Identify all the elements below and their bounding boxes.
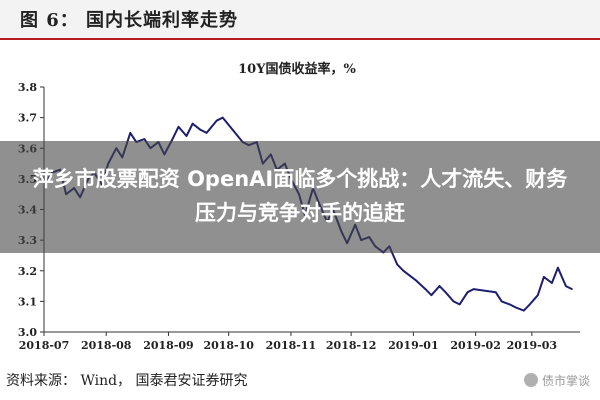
data-point (430, 294, 433, 296)
watermark-text: 债市掌谈 (541, 374, 590, 388)
data-point (171, 138, 174, 140)
data-point (466, 291, 469, 293)
x-tick-label: 2019-02 (450, 339, 501, 352)
x-tick-label: 2018-10 (203, 339, 254, 352)
data-point (523, 309, 525, 312)
data-point (191, 122, 194, 125)
figure-header: 图 6： 国内长端利率走势 (0, 0, 600, 40)
x-tick-label: 2018-08 (81, 339, 132, 352)
figure-title: 图 6： 国内长端利率走势 (20, 10, 239, 31)
data-point (543, 276, 545, 278)
data-point (571, 288, 573, 290)
data-point (444, 291, 447, 293)
data-point (185, 135, 188, 137)
data-point (551, 282, 553, 284)
data-point (177, 126, 180, 128)
x-tick-label: 2018-09 (143, 339, 194, 352)
source-note: 资料来源： Wind， 国泰君安证券研究 (6, 373, 248, 389)
x-tick-label: 2019-01 (388, 339, 439, 352)
headline-text: 萍乡市股票配资 OpenAI面临多个挑战：人才流失、财务压力与竞争对手的追赶 (32, 167, 568, 225)
data-point (565, 285, 567, 287)
data-point (396, 263, 399, 266)
data-point (529, 303, 531, 306)
y-tick-label: 3.1 (18, 295, 37, 308)
x-axis: 2018-07 2018-08 2018-09 2018-10 2018-11 2018-… (19, 332, 557, 352)
chart-title: 10Y国债收益率，% (238, 61, 356, 77)
y-tick-label: 3.8 (18, 81, 37, 94)
data-point (438, 285, 441, 287)
x-tick-label: 2018-07 (19, 339, 70, 352)
data-point (515, 306, 517, 309)
y-tick-label: 3.0 (18, 326, 37, 339)
data-point (221, 116, 224, 119)
data-point (143, 138, 146, 140)
data-point (414, 279, 417, 281)
y-tick-label: 3.2 (18, 265, 37, 278)
x-tick-label: 2018-12 (326, 339, 377, 352)
watermark-logo-icon (523, 373, 538, 387)
y-tick-label: 3.7 (18, 112, 37, 125)
data-point (205, 132, 208, 134)
data-point (452, 300, 455, 303)
data-point (494, 291, 497, 293)
data-point (508, 303, 511, 306)
x-tick-label: 2019-03 (507, 339, 558, 352)
data-point (537, 294, 539, 296)
data-point (402, 269, 405, 272)
headline-overlay (0, 141, 600, 253)
data-point (215, 119, 218, 122)
watermark: 债市掌谈 (523, 372, 590, 389)
data-point (557, 266, 559, 269)
x-tick-label: 2018-11 (266, 339, 317, 352)
data-point (199, 129, 202, 131)
data-point (129, 132, 132, 134)
data-point (458, 303, 461, 306)
data-point (500, 300, 503, 303)
data-point (424, 288, 427, 290)
data-point (472, 288, 475, 290)
